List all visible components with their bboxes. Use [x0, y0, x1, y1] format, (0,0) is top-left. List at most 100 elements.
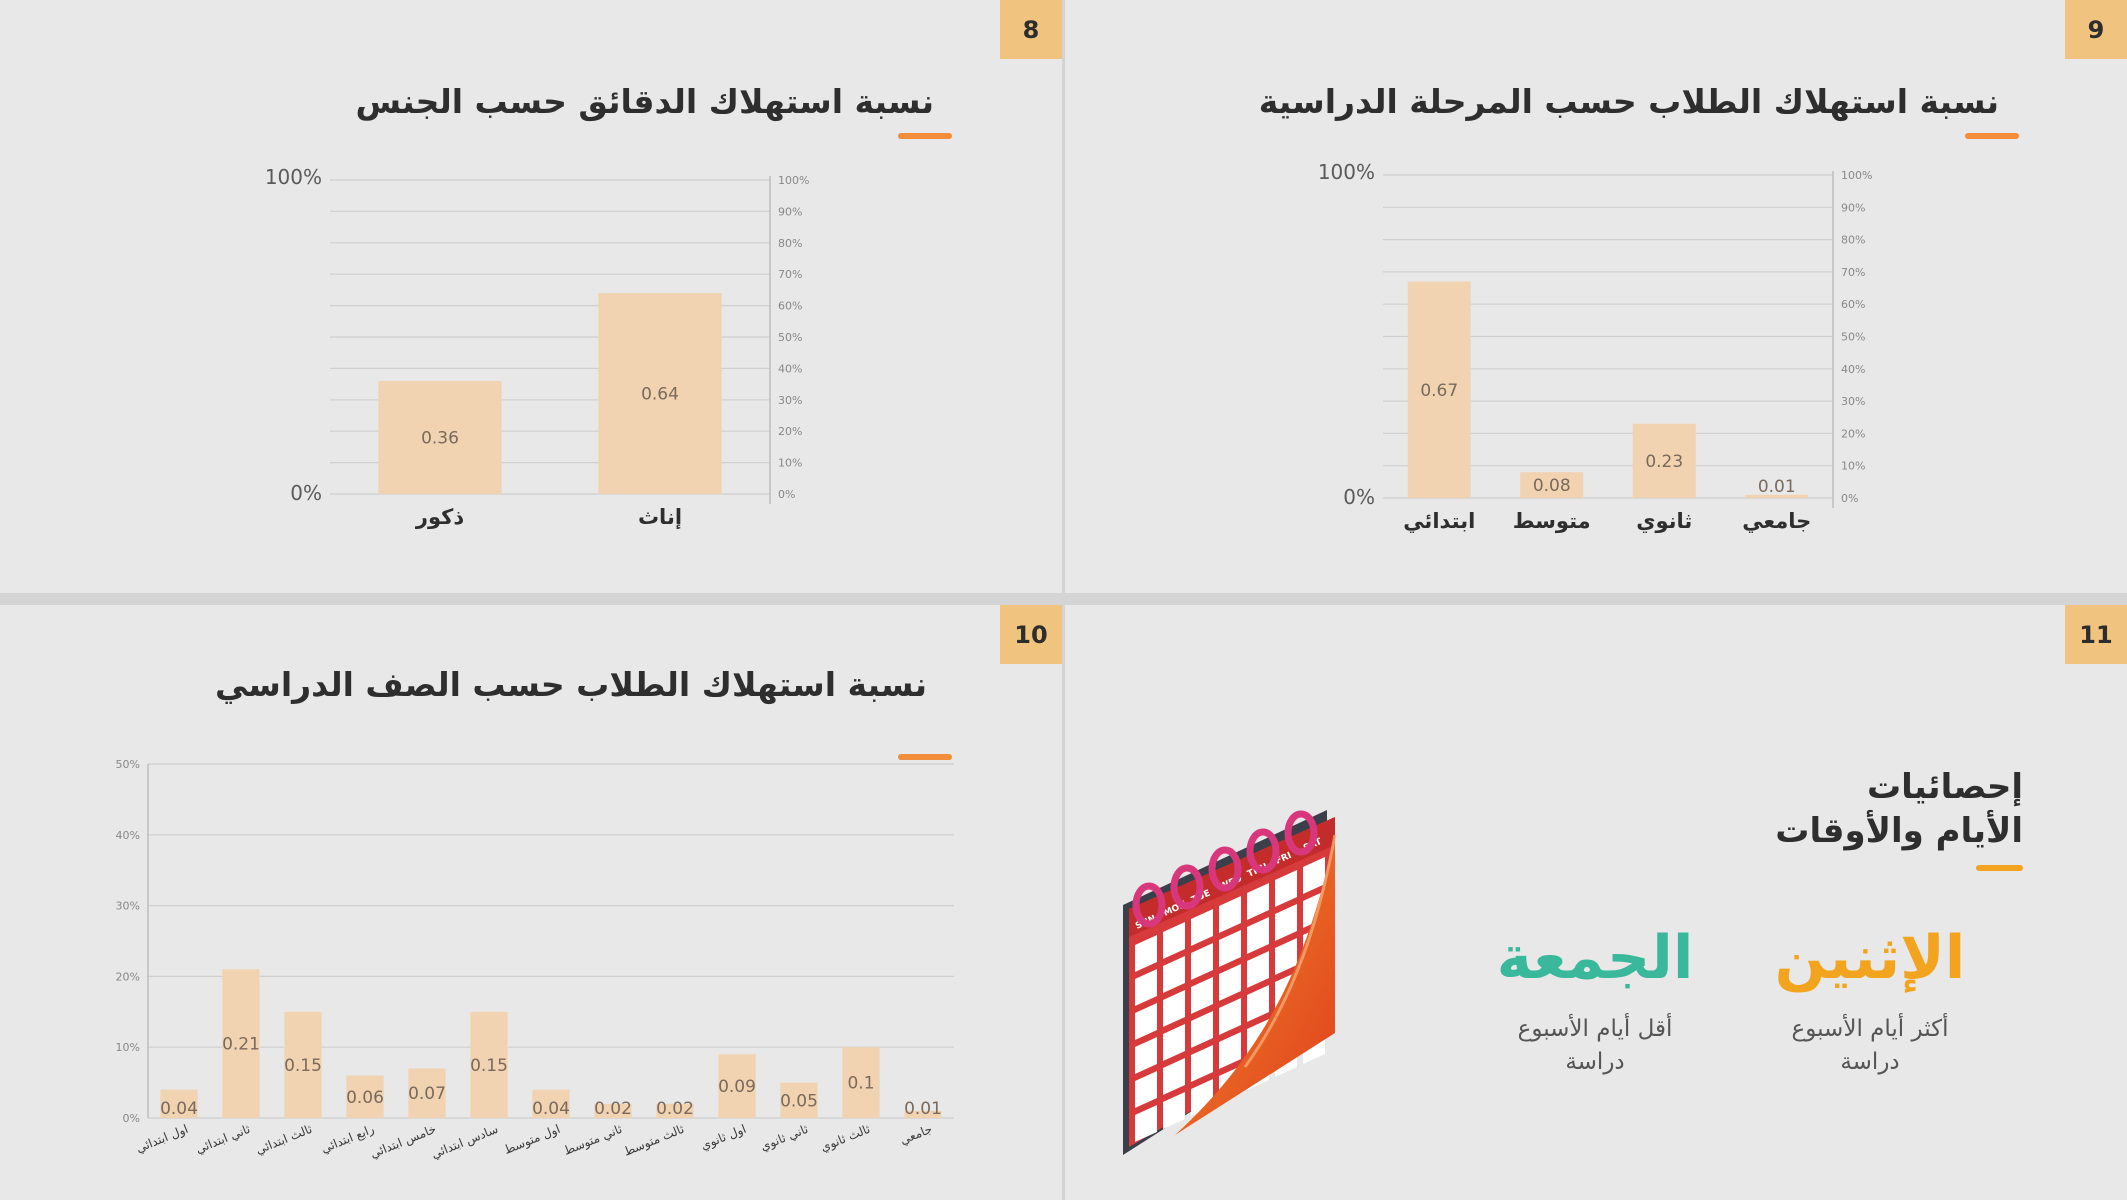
- secondary-axis-tick: 10%: [778, 457, 802, 470]
- category-label: متوسط: [1513, 509, 1591, 533]
- category-label: خامس ابتدائي: [368, 1122, 438, 1162]
- bar: [1407, 281, 1471, 498]
- secondary-axis-tick: 10%: [1841, 460, 1865, 473]
- calendar-cell: [1135, 1003, 1157, 1040]
- secondary-axis-tick: 80%: [778, 237, 802, 250]
- calendar-cell: [1275, 904, 1297, 941]
- category-label: ذكور: [415, 505, 464, 529]
- calendar-cell: [1219, 930, 1241, 967]
- data-label: 0.01: [904, 1099, 942, 1119]
- data-label: 0.04: [532, 1099, 570, 1119]
- secondary-axis-tick: 100%: [1841, 169, 1872, 182]
- category-label: ثاني ثانوي: [758, 1122, 810, 1155]
- y-tick-label: 0%: [123, 1112, 140, 1125]
- category-label: ثالث ثانوي: [818, 1122, 872, 1155]
- least-desc-line2: دراسة: [1565, 1049, 1625, 1075]
- data-label: 0.04: [160, 1099, 198, 1119]
- secondary-axis-tick: 30%: [1841, 395, 1865, 408]
- calendar-cell: [1163, 1024, 1185, 1061]
- secondary-axis-tick: 90%: [1841, 201, 1865, 214]
- section-title-line1: إحصائيات: [1866, 767, 2023, 807]
- bar: [408, 1068, 446, 1118]
- slide-10: 10 نسبة استهلاك الطلاب حسب الصف الدراسي …: [0, 605, 1062, 1200]
- calendar-cell: [1135, 1105, 1157, 1142]
- calendar-cell: [1163, 1092, 1185, 1129]
- secondary-axis-tick: 40%: [1841, 363, 1865, 376]
- bar: [718, 1054, 756, 1118]
- bar: [284, 1011, 322, 1118]
- least-desc-line1: أقل أيام الأسبوع: [1517, 1016, 1673, 1042]
- data-label: 0.01: [1758, 477, 1796, 497]
- category-label: اول ابتدائي: [134, 1122, 191, 1156]
- least-studied-desc: أقل أيام الأسبوع دراسة: [1485, 1013, 1705, 1079]
- data-label: 0.1: [847, 1074, 874, 1094]
- calendar-cell: [1163, 1058, 1185, 1095]
- secondary-axis-tick: 60%: [778, 300, 802, 313]
- calendar-cell: [1163, 956, 1185, 993]
- title-underline: [1976, 865, 2023, 871]
- stage-bar-chart: 0% 10% 20% 30% 40% 50% 60% 70% 80% 90% 100% 100% 0% 0…: [1318, 160, 1873, 534]
- y-tick-label: 50%: [116, 758, 140, 771]
- slide-9: 9 نسبة استهلاك الطلاب حسب المرحلة الدراس…: [1065, 0, 2127, 593]
- section-title-line2: الأيام والأوقات: [1775, 811, 2023, 851]
- bar: [1520, 472, 1584, 498]
- secondary-axis-tick: 20%: [778, 425, 802, 438]
- most-studied-desc: أكثر أيام الأسبوع دراسة: [1765, 1013, 1975, 1079]
- bar: [598, 293, 722, 494]
- bar: [160, 1089, 198, 1118]
- calendar-cell: [1275, 938, 1297, 975]
- slide-8: 8 نسبة استهلاك الدقائق حسب الجنس 0% 10% 20…: [0, 0, 1062, 593]
- secondary-axis-tick: 20%: [1841, 427, 1865, 440]
- y-tick-label: 30%: [116, 900, 140, 913]
- bar: [470, 1011, 508, 1118]
- category-label: اول ثانوي: [699, 1122, 749, 1154]
- category-label: جامعي: [898, 1122, 934, 1147]
- category-label: جامعي: [1742, 509, 1811, 533]
- data-label: 0.67: [1420, 381, 1458, 401]
- data-label: 0.02: [656, 1099, 694, 1119]
- secondary-axis-tick: 40%: [778, 362, 802, 375]
- data-label: 0.23: [1645, 452, 1683, 472]
- category-label: ثالث ابتدائي: [254, 1122, 314, 1157]
- slide-title: نسبة استهلاك الطلاب حسب المرحلة الدراسية: [1258, 82, 1999, 121]
- slide-number-badge: 8: [1000, 0, 1062, 59]
- secondary-axis-tick: 50%: [1841, 331, 1865, 344]
- calendar-cell: [1275, 870, 1297, 907]
- secondary-axis-tick: 0%: [778, 488, 795, 501]
- calendar-cell: [1247, 883, 1269, 920]
- slide-title: نسبة استهلاك الطلاب حسب الصف الدراسي: [214, 665, 927, 704]
- calendar-cell: [1191, 909, 1213, 946]
- category-label: رابع ابتدائي: [319, 1122, 377, 1157]
- secondary-axis-tick: 70%: [778, 268, 802, 281]
- most-desc-line1: أكثر أيام الأسبوع: [1791, 1016, 1949, 1042]
- slide-title: نسبة استهلاك الدقائق حسب الجنس: [355, 82, 934, 121]
- data-label: 0.21: [222, 1035, 260, 1055]
- secondary-axis-tick: 90%: [778, 205, 802, 218]
- secondary-axis-tick: 60%: [1841, 298, 1865, 311]
- calendar-cell: [1219, 998, 1241, 1035]
- calendar-cell: [1191, 1011, 1213, 1048]
- calendar-cell: [1219, 896, 1241, 933]
- calendar-cell: [1247, 917, 1269, 954]
- calendar-cell: [1163, 990, 1185, 1027]
- secondary-axis-tick: 80%: [1841, 234, 1865, 247]
- slide-number-badge: 11: [2065, 605, 2127, 664]
- category-label: سادس ابتدائي: [429, 1122, 500, 1162]
- gender-bar-chart: 0% 10% 20% 30% 40% 50% 60% 70% 80% 90% 100% 100% 0% 0…: [265, 165, 810, 529]
- title-underline: [898, 133, 952, 139]
- data-label: 0.06: [346, 1088, 384, 1108]
- calendar-cell: [1219, 1032, 1241, 1069]
- category-label: ثالث متوسط: [622, 1122, 687, 1160]
- calendar-cell: [1135, 935, 1157, 972]
- most-studied-day: الإثنين: [1774, 923, 1966, 993]
- calendar-cell: [1191, 977, 1213, 1014]
- y-axis-min-label: 0%: [290, 481, 322, 505]
- calendar-cell: [1219, 964, 1241, 1001]
- category-label: ثاني ابتدائي: [194, 1122, 252, 1156]
- grade-bar-chart: 0% 10% 20% 30% 40% 50% 0.04 اول ابتدائي 0.21 ثاني…: [116, 758, 954, 1162]
- category-label: ثانوي: [1636, 509, 1692, 534]
- calendar-cell: [1247, 985, 1269, 1022]
- secondary-axis-tick: 0%: [1841, 492, 1858, 505]
- y-axis-min-label: 0%: [1343, 485, 1375, 509]
- slide-11: 11 إحصائيات الأيام والأوقات الإثنين أكثر…: [1065, 605, 2127, 1200]
